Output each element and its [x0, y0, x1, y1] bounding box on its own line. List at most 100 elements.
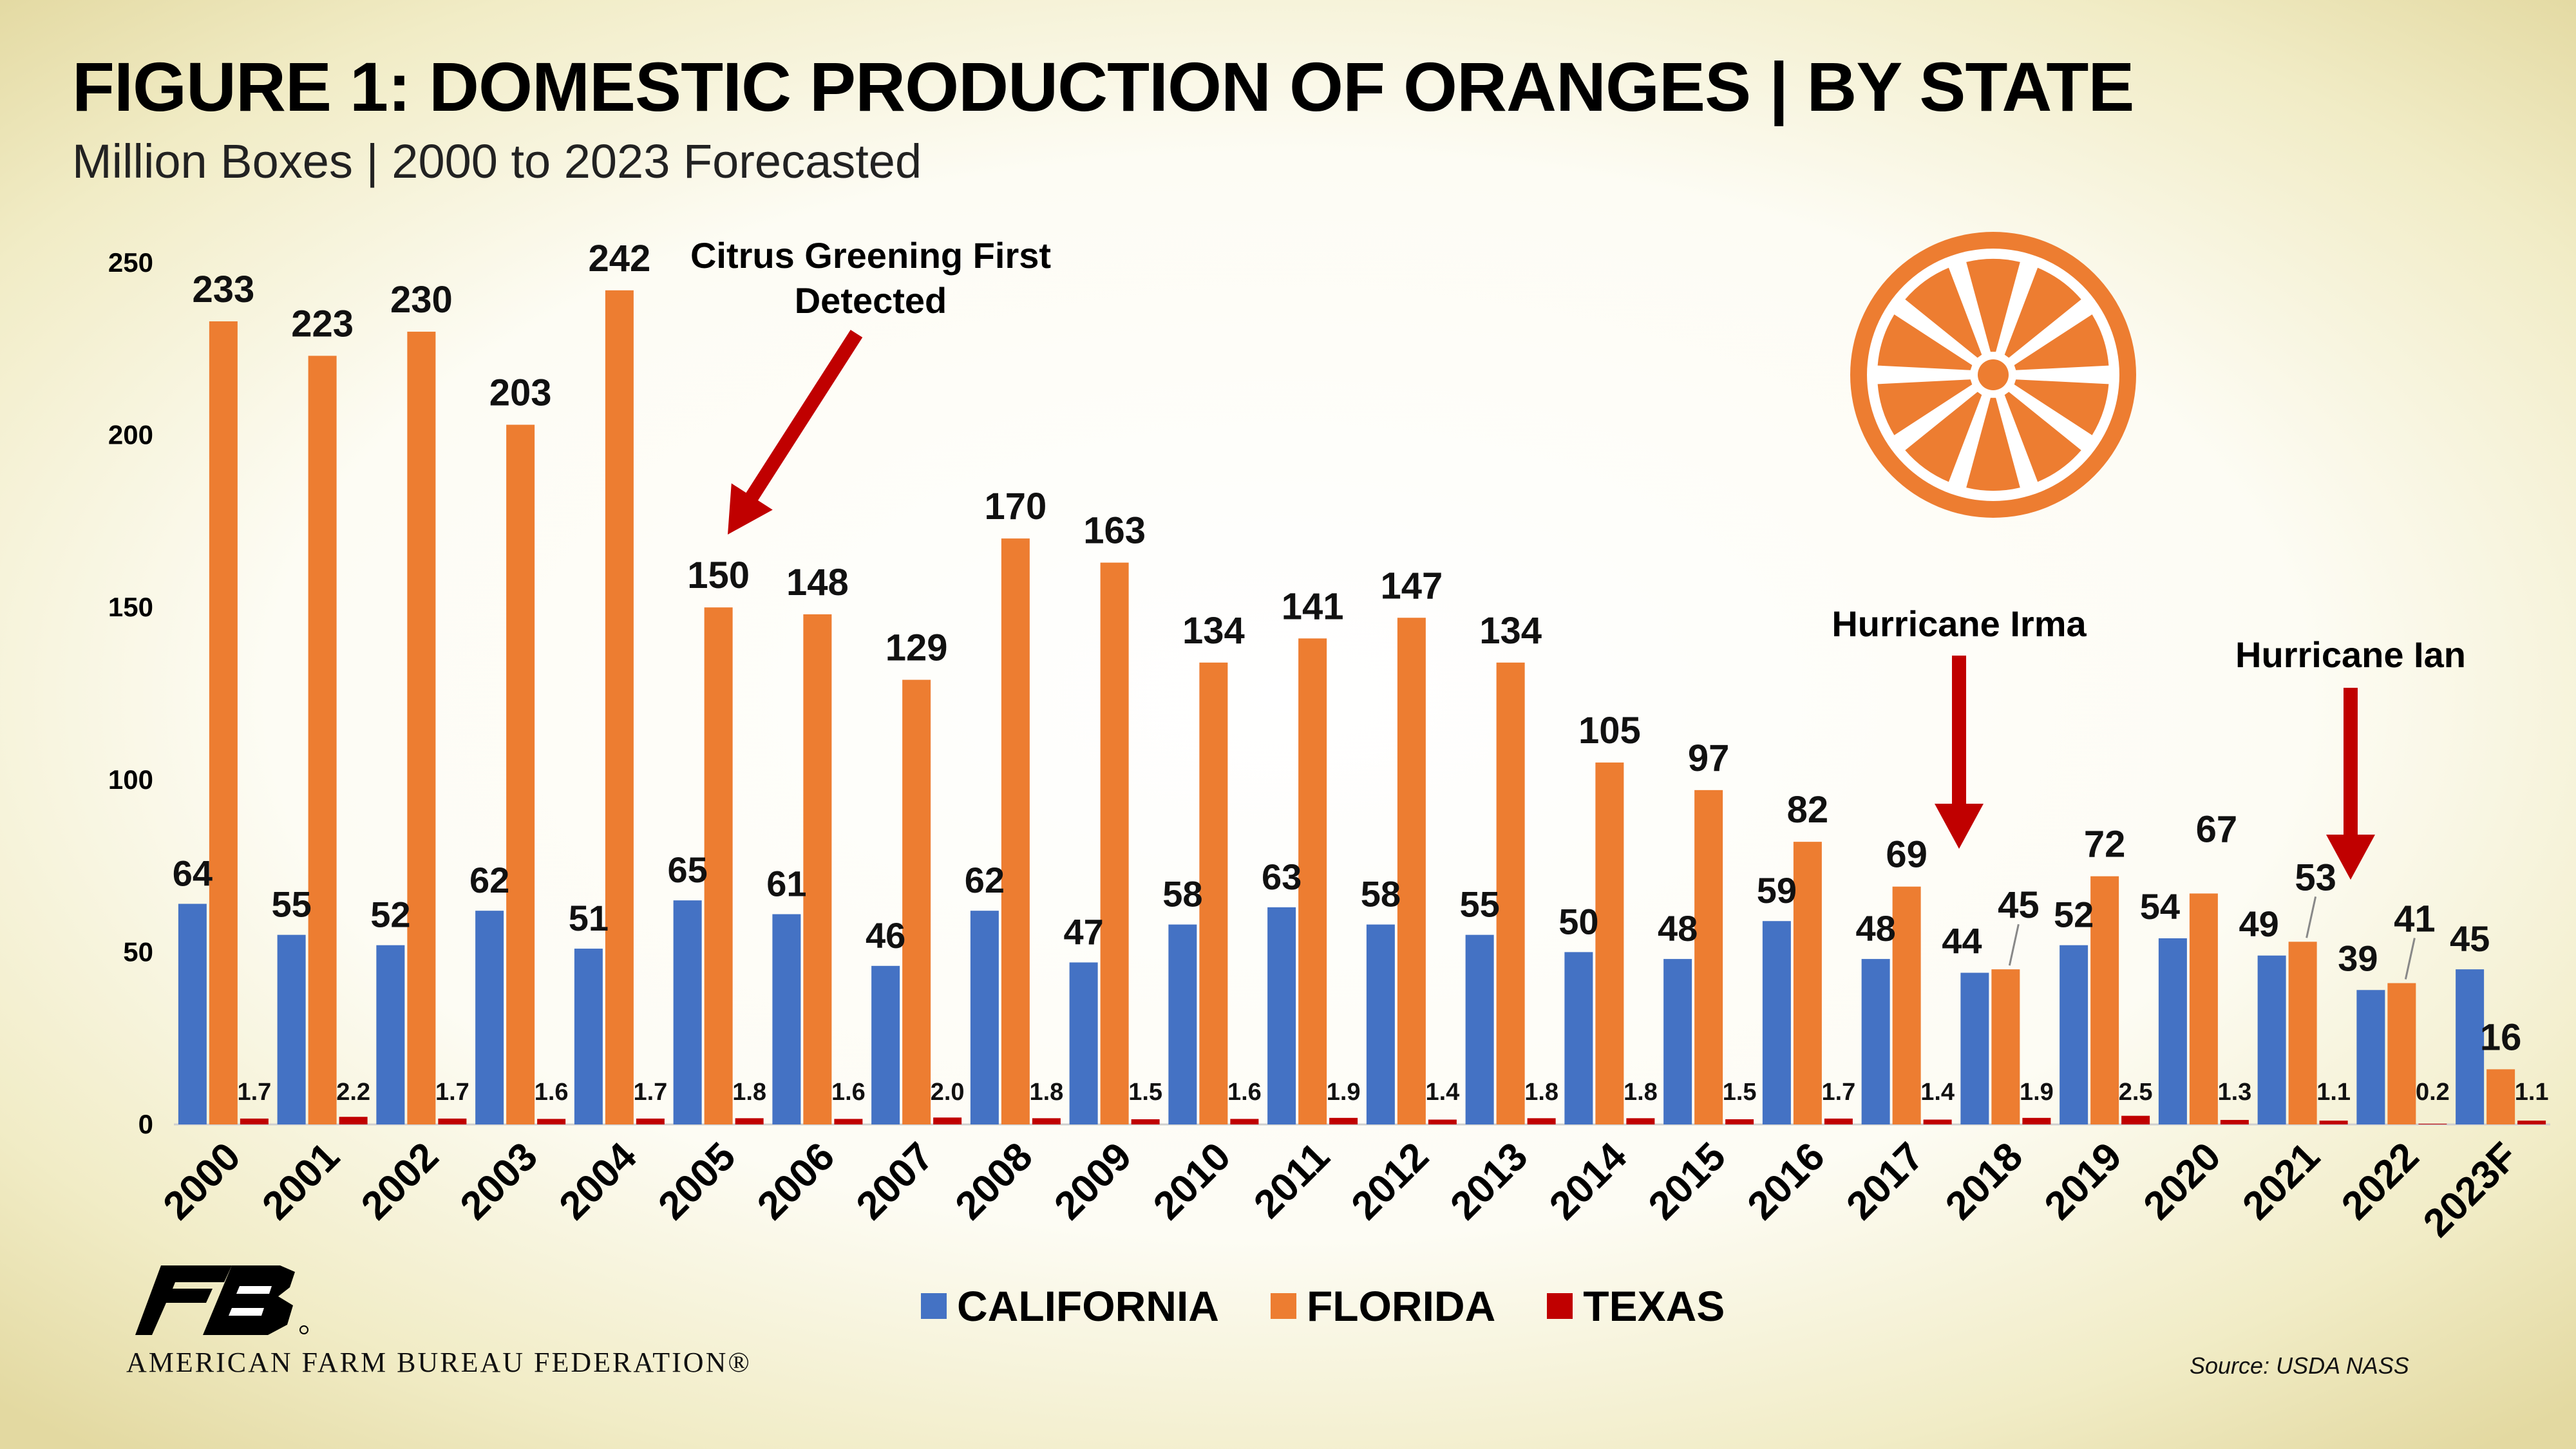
- bar-texas: [1032, 1118, 1061, 1124]
- arrow-hurricane-irma: [1935, 656, 1984, 849]
- organization-name: AMERICAN FARM BUREAU FEDERATION®: [126, 1347, 752, 1378]
- legend-item-florida: FLORIDA: [1270, 1282, 1495, 1331]
- bar-california: [2356, 990, 2385, 1124]
- y-tick-label: 100: [108, 764, 153, 795]
- bar-florida: [1496, 662, 1525, 1124]
- bar-california: [2456, 969, 2485, 1124]
- fb-logo-icon: [135, 1265, 308, 1335]
- data-label-texas: 1.6: [1227, 1079, 1262, 1106]
- bar-california: [376, 945, 405, 1124]
- data-label-california: 62: [469, 860, 509, 900]
- bar-florida: [407, 332, 436, 1124]
- chart-title: FIGURE 1: DOMESTIC PRODUCTION OF ORANGES…: [72, 48, 2134, 126]
- data-label-texas: 1.5: [1128, 1079, 1162, 1106]
- x-tick-label: 2004: [551, 1134, 645, 1229]
- data-label-florida: 170: [984, 486, 1046, 527]
- bar-florida: [902, 679, 931, 1124]
- legend-label-texas: TEXAS: [1583, 1282, 1725, 1330]
- bar-texas: [2517, 1121, 2546, 1124]
- data-label-texas: 1.7: [1821, 1079, 1855, 1106]
- data-label-texas: 1.6: [535, 1079, 569, 1106]
- bar-california: [2158, 938, 2187, 1124]
- bar-california: [1762, 921, 1791, 1124]
- bar-texas: [537, 1119, 566, 1124]
- data-label-california: 45: [2450, 918, 2490, 959]
- data-label-california: 48: [1855, 908, 1895, 949]
- x-tick-label: 2014: [1541, 1134, 1636, 1229]
- bar-texas: [1527, 1118, 1556, 1124]
- data-label-texas: 1.7: [435, 1079, 469, 1106]
- data-label-california: 64: [173, 853, 213, 893]
- bar-florida: [1793, 842, 1822, 1124]
- bar-texas: [636, 1118, 665, 1124]
- data-label-texas: 1.8: [732, 1079, 766, 1106]
- bar-texas: [1329, 1117, 1358, 1124]
- bar-florida: [1892, 886, 1921, 1124]
- x-tick-label: 2008: [947, 1134, 1041, 1228]
- data-label-california: 52: [2054, 895, 2094, 935]
- bar-texas: [735, 1118, 764, 1124]
- bar-texas: [1626, 1118, 1655, 1124]
- data-label-florida: 129: [886, 627, 948, 669]
- x-tick-label: 2021: [2234, 1134, 2328, 1228]
- data-label-florida: 67: [2196, 808, 2238, 850]
- x-tick-label: 2009: [1046, 1134, 1140, 1228]
- x-tick-label: 2001: [254, 1134, 348, 1228]
- bar-florida: [1199, 662, 1228, 1124]
- chart-subtitle: Million Boxes | 2000 to 2023 Forecasted: [72, 135, 922, 188]
- bar-california: [475, 911, 504, 1124]
- data-label-florida: 45: [1998, 884, 2040, 926]
- bar-florida: [308, 355, 337, 1124]
- data-label-texas: 1.4: [1425, 1079, 1459, 1106]
- bar-california: [1465, 934, 1494, 1124]
- y-tick-label: 50: [123, 936, 153, 967]
- legend-swatch-texas: [1547, 1293, 1573, 1319]
- data-label-california: 59: [1757, 870, 1797, 911]
- data-label-texas: 1.8: [1524, 1079, 1558, 1106]
- data-label-florida: 134: [1182, 610, 1245, 652]
- data-label-florida: 82: [1787, 789, 1829, 831]
- chart-legend: CALIFORNIA FLORIDA TEXAS: [921, 1282, 1776, 1331]
- legend-item-california: CALIFORNIA: [921, 1282, 1219, 1331]
- bar-california: [1861, 959, 1890, 1124]
- data-label-florida: 72: [2084, 824, 2126, 866]
- x-tick-label: 2011: [1245, 1134, 1338, 1227]
- data-label-texas: 1.1: [2316, 1079, 2351, 1106]
- annotation-hurricane-irma: Hurricane Irma: [1832, 603, 2087, 644]
- bar-florida: [2189, 893, 2218, 1124]
- data-label-texas: 1.1: [2515, 1079, 2549, 1106]
- data-label-california: 63: [1262, 857, 1302, 897]
- data-label-florida: 97: [1688, 737, 1730, 779]
- data-label-texas: 1.3: [2217, 1079, 2251, 1106]
- data-label-texas: 1.7: [633, 1079, 667, 1106]
- x-tick-label: 2020: [2135, 1134, 2229, 1228]
- label-leader-line: [2404, 938, 2416, 980]
- data-label-california: 58: [1162, 874, 1202, 914]
- bar-florida: [506, 424, 535, 1125]
- bar-florida: [1694, 790, 1723, 1124]
- x-tick-label: 2022: [2333, 1134, 2427, 1228]
- bar-florida: [1298, 638, 1327, 1124]
- data-label-florida: 242: [588, 238, 650, 279]
- x-tick-label: 2000: [155, 1134, 249, 1228]
- data-label-texas: 2.5: [2119, 1079, 2153, 1106]
- annotation-citrus-greening: Citrus Greening First: [690, 235, 1051, 276]
- data-label-florida: 203: [489, 372, 552, 414]
- bar-texas: [240, 1118, 269, 1124]
- x-tick-label: 2002: [353, 1134, 447, 1228]
- data-label-florida: 53: [2295, 857, 2336, 898]
- data-label-california: 39: [2338, 938, 2378, 978]
- bar-california: [673, 900, 702, 1124]
- bar-texas: [1725, 1119, 1754, 1124]
- x-tick-label: 2005: [650, 1134, 744, 1228]
- data-label-california: 65: [667, 849, 707, 890]
- y-tick-label: 250: [108, 247, 153, 278]
- data-label-florida: 41: [2394, 898, 2436, 940]
- bar-texas: [2022, 1117, 2051, 1124]
- bar-texas: [2220, 1120, 2249, 1124]
- data-label-florida: 16: [2480, 1016, 2522, 1058]
- data-label-texas: 1.6: [831, 1079, 866, 1106]
- data-label-florida: 147: [1380, 565, 1443, 607]
- data-label-florida: 163: [1083, 510, 1146, 552]
- arrow-hurricane-ian: [2326, 688, 2375, 880]
